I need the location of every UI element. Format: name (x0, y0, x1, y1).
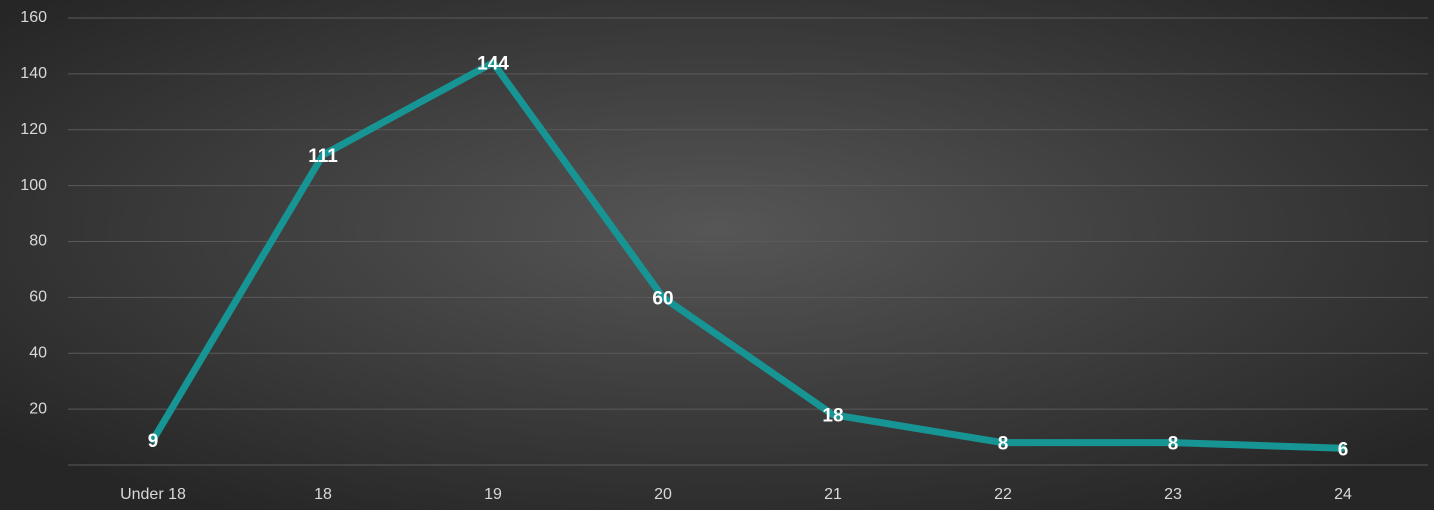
y-tick-label: 20 (29, 400, 47, 417)
x-tick-label: 21 (824, 486, 842, 503)
x-tick-label: 24 (1334, 486, 1352, 503)
y-tick-label: 120 (20, 121, 47, 138)
y-tick-label: 140 (20, 65, 47, 82)
x-tick-label: 22 (994, 486, 1012, 503)
data-label: 60 (652, 288, 673, 309)
y-tick-label: 160 (20, 9, 47, 26)
data-label: 6 (1338, 439, 1349, 460)
data-label: 18 (822, 406, 843, 427)
y-tick-label: 100 (20, 177, 47, 194)
x-tick-label: Under 18 (120, 486, 186, 503)
data-label: 9 (148, 431, 159, 452)
x-tick-label: 18 (314, 486, 332, 503)
data-label: 144 (477, 54, 509, 75)
data-label: 111 (308, 146, 338, 167)
line (149, 59, 1347, 452)
data-label: 8 (998, 434, 1009, 455)
y-tick-label: 60 (29, 289, 47, 306)
x-tick-label: 19 (484, 486, 502, 503)
data-label: 8 (1168, 434, 1179, 455)
x-tick-label: 23 (1164, 486, 1182, 503)
y-tick-label: 80 (29, 233, 47, 250)
x-tick-label: 20 (654, 486, 672, 503)
y-tick-label: 40 (29, 344, 47, 361)
